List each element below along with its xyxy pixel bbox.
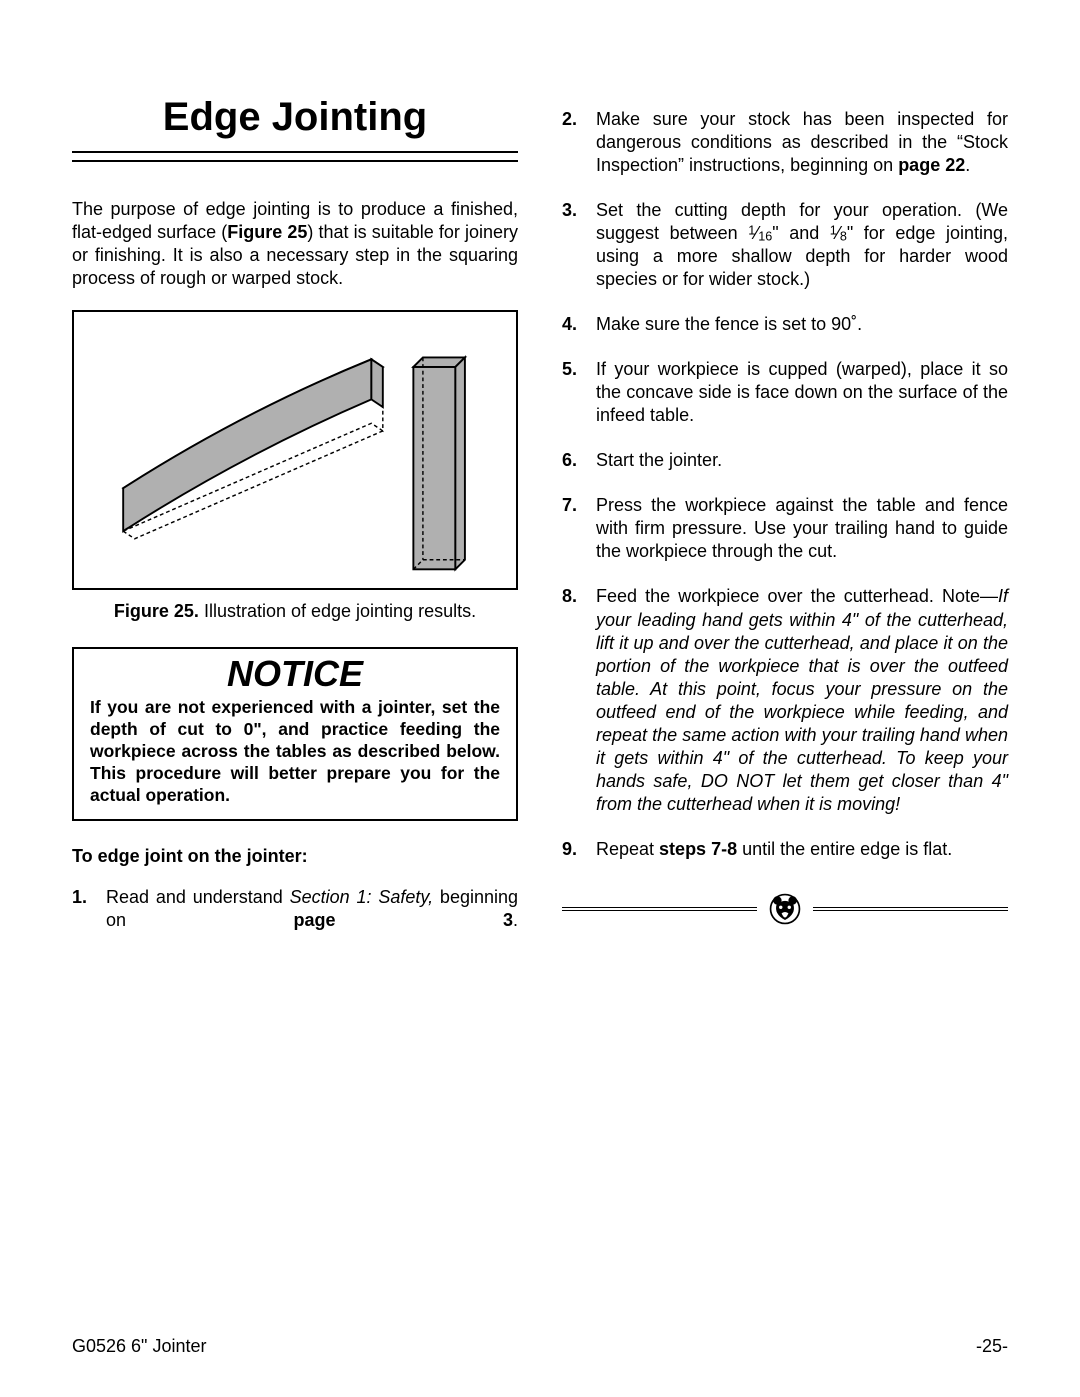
- title-rule-top: [72, 151, 518, 153]
- step-number: 1.: [72, 886, 106, 932]
- title-rule-bottom: [72, 160, 518, 162]
- instructions-lead-in: To edge joint on the jointer:: [72, 845, 518, 868]
- step-body: Start the jointer.: [596, 449, 1008, 472]
- notice-heading: NOTICE: [90, 651, 500, 697]
- step-number: 8.: [562, 585, 596, 815]
- figure-caption: Figure 25. Illustration of edge jointing…: [72, 600, 518, 623]
- step-body: Repeat steps 7-8 until the entire edge i…: [596, 838, 1008, 861]
- step-item: 7.Press the workpiece against the table …: [562, 494, 1008, 563]
- bear-icon: [767, 891, 803, 927]
- step-number: 6.: [562, 449, 596, 472]
- step-number: 5.: [562, 358, 596, 427]
- step-body: Make sure the fence is set to 90˚.: [596, 313, 1008, 336]
- step-item: 4.Make sure the fence is set to 90˚.: [562, 313, 1008, 336]
- step-item: 9.Repeat steps 7-8 until the entire edge…: [562, 838, 1008, 861]
- step-number: 2.: [562, 108, 596, 177]
- step-item: 5.If your workpiece is cupped (warped), …: [562, 358, 1008, 427]
- step-body: Press the workpiece against the table an…: [596, 494, 1008, 563]
- step-body: If your workpiece is cupped (warped), pl…: [596, 358, 1008, 427]
- left-column: Edge Jointing The purpose of edge jointi…: [72, 92, 518, 954]
- step-item: 8.Feed the workpiece over the cutterhead…: [562, 585, 1008, 815]
- figure-25: [72, 310, 518, 590]
- right-column: 2.Make sure your stock has been inspecte…: [562, 92, 1008, 954]
- step-item: 6.Start the jointer.: [562, 449, 1008, 472]
- step-body: Make sure your stock has been inspected …: [596, 108, 1008, 177]
- footer-right: -25-: [976, 1336, 1008, 1357]
- step-number: 7.: [562, 494, 596, 563]
- step-number: 3.: [562, 199, 596, 291]
- step-body: Set the cutting depth for your operation…: [596, 199, 1008, 291]
- step-number: 9.: [562, 838, 596, 861]
- step-item: 2.Make sure your stock has been inspecte…: [562, 108, 1008, 177]
- step-body: Read and understand Section 1: Safety, b…: [106, 886, 518, 932]
- notice-box: NOTICE If you are not experienced with a…: [72, 647, 518, 820]
- steps-right: 2.Make sure your stock has been inspecte…: [562, 108, 1008, 861]
- step-number: 4.: [562, 313, 596, 336]
- step-body: Feed the workpiece over the cutterhead. …: [596, 585, 1008, 815]
- steps-left: 1.Read and understand Section 1: Safety,…: [72, 886, 518, 932]
- section-end-ornament: [562, 889, 1008, 929]
- step-item: 1.Read and understand Section 1: Safety,…: [72, 886, 518, 932]
- intro-paragraph: The purpose of edge jointing is to produ…: [72, 198, 518, 290]
- page-footer: G0526 6" Jointer -25-: [72, 1336, 1008, 1357]
- edge-jointing-illustration: [85, 320, 505, 580]
- page-title: Edge Jointing: [72, 92, 518, 143]
- step-item: 3.Set the cutting depth for your operati…: [562, 199, 1008, 291]
- notice-body: If you are not experienced with a jointe…: [90, 697, 500, 806]
- footer-left: G0526 6" Jointer: [72, 1336, 206, 1357]
